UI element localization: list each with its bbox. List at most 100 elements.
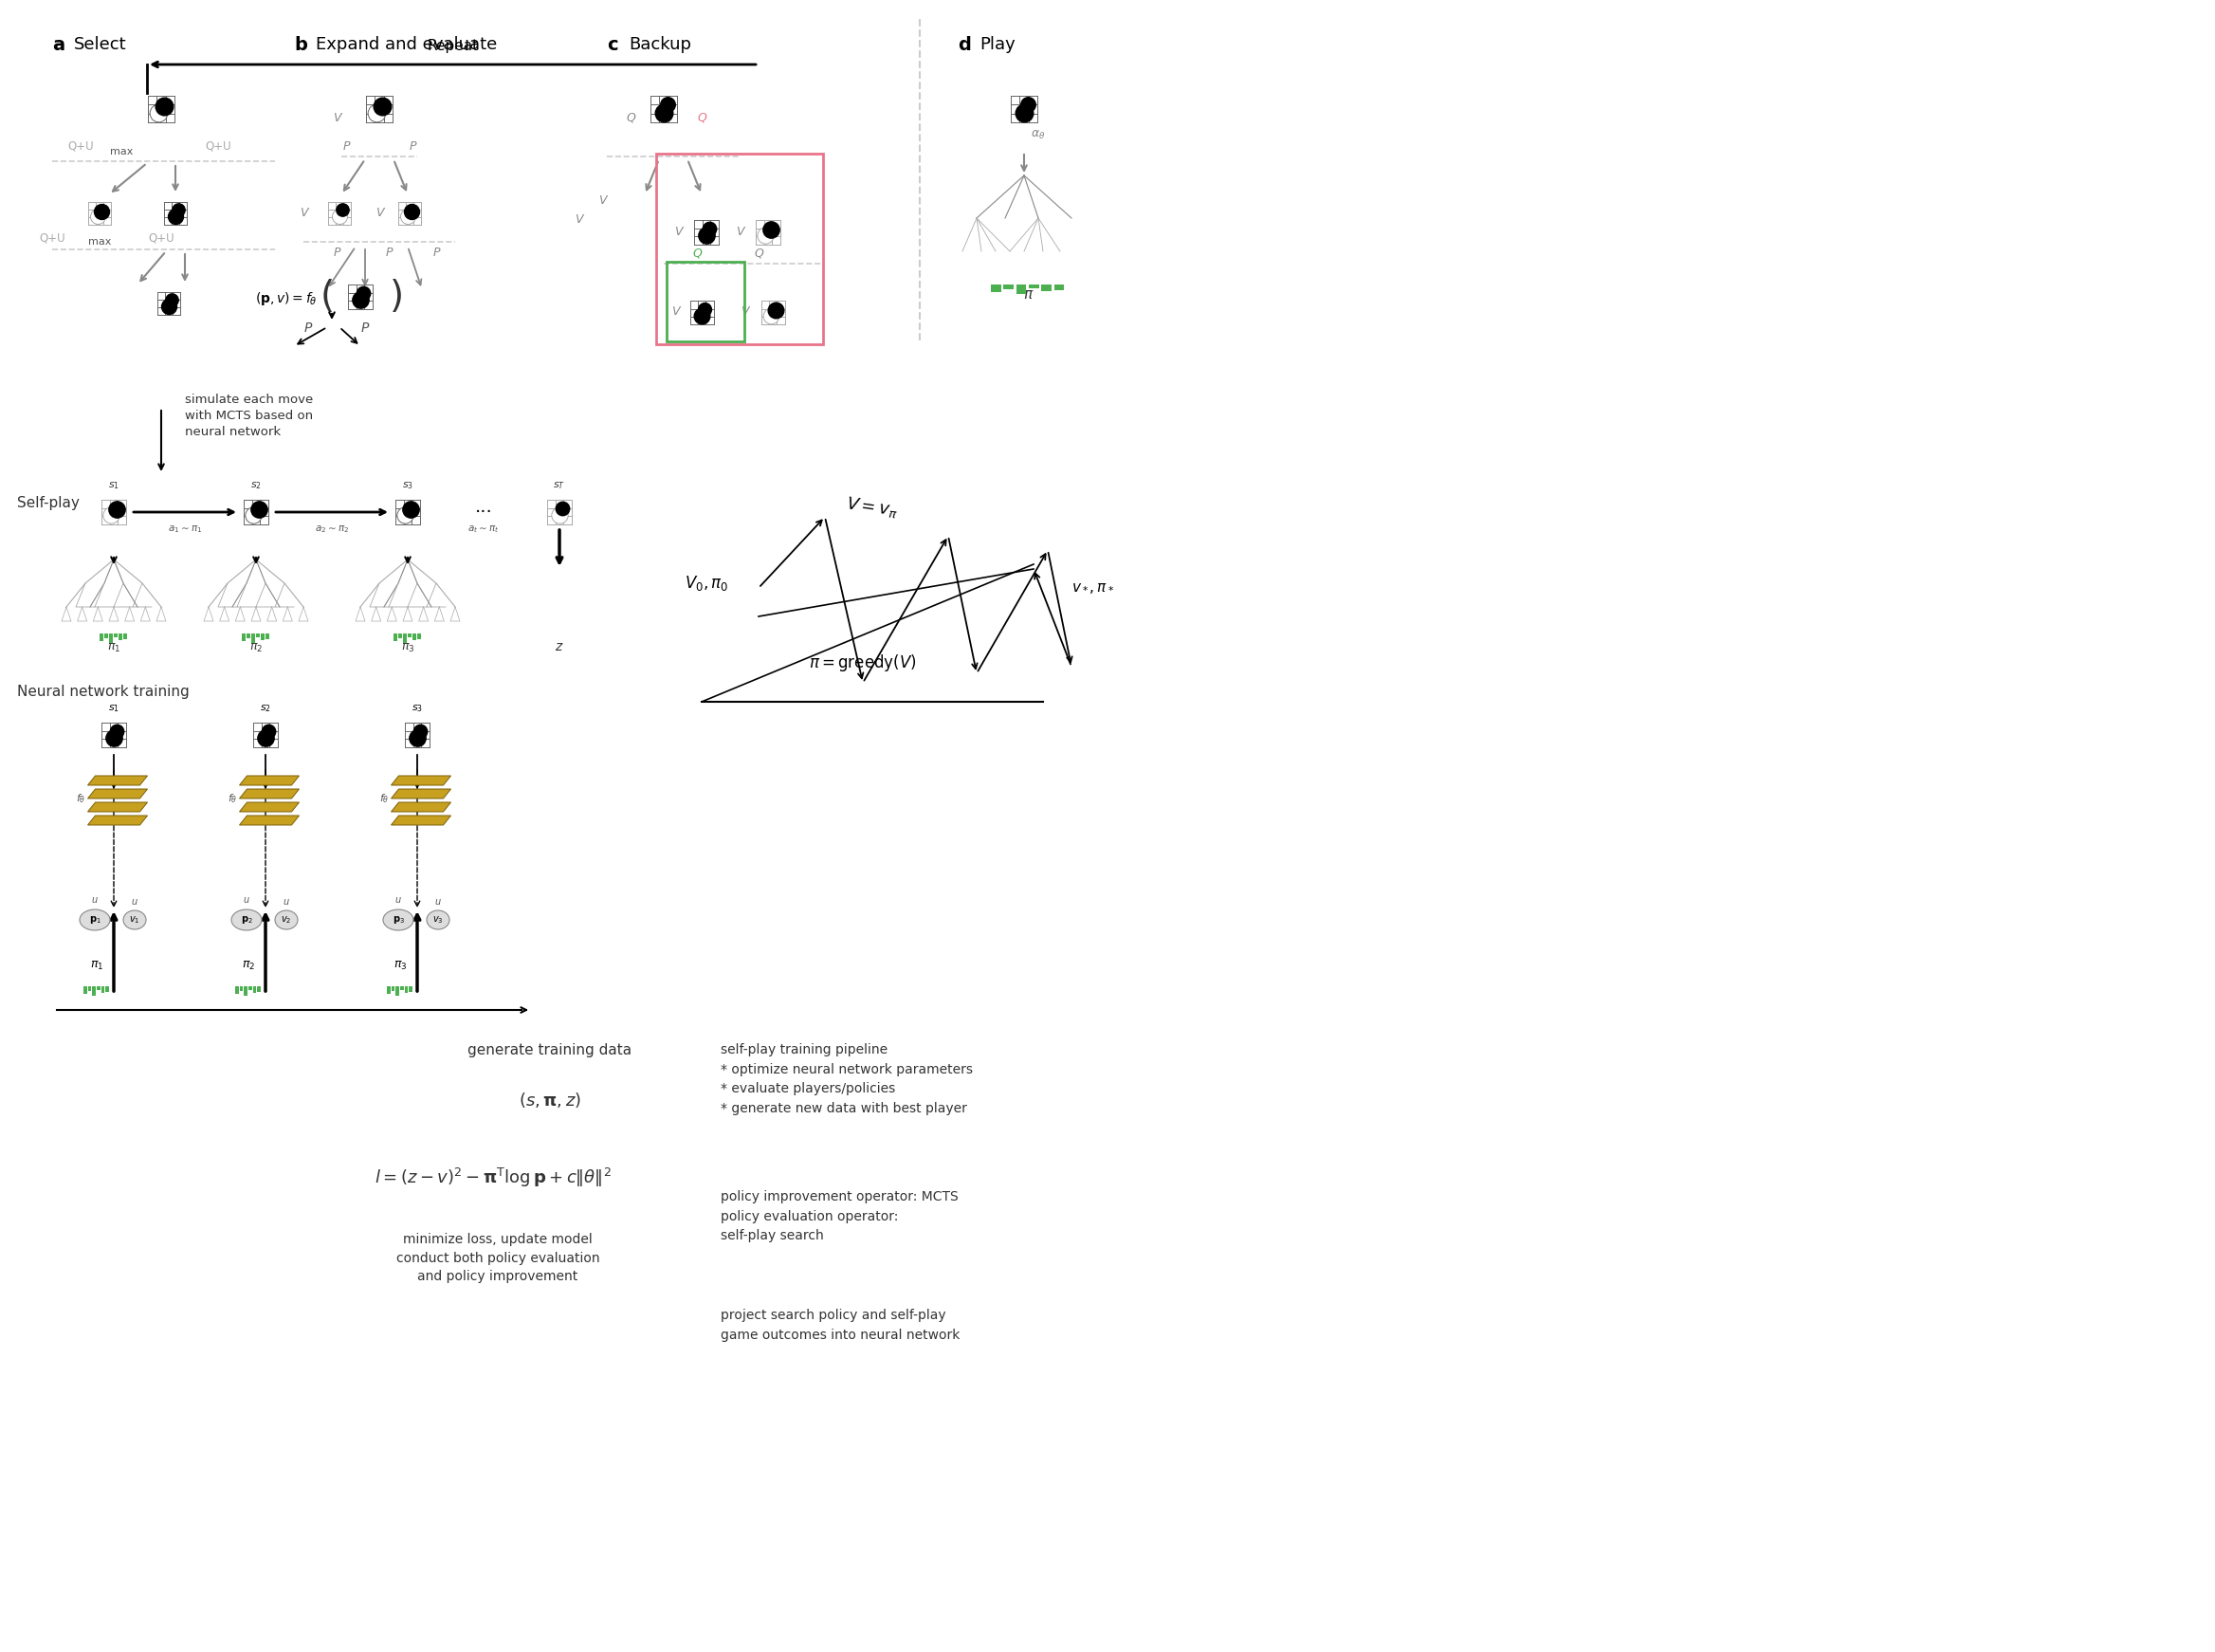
- Polygon shape: [89, 790, 148, 798]
- Text: max: max: [89, 238, 111, 246]
- Bar: [104, 633, 109, 638]
- Text: (: (: [319, 279, 334, 316]
- Text: $\pi_3$: $\pi_3$: [401, 643, 414, 654]
- Bar: [410, 986, 412, 991]
- Text: $(s, \mathbf{\pi}, z)$: $(s, \mathbf{\pi}, z)$: [518, 1090, 580, 1110]
- Text: V: V: [740, 306, 749, 317]
- Polygon shape: [239, 790, 299, 798]
- Text: Backup: Backup: [629, 36, 691, 53]
- Text: $u$: $u$: [434, 897, 441, 907]
- Polygon shape: [89, 803, 148, 811]
- Bar: [97, 986, 100, 990]
- Polygon shape: [89, 816, 148, 824]
- Text: $\pi_3$: $\pi_3$: [394, 960, 408, 971]
- Text: Q+U: Q+U: [148, 233, 175, 244]
- Text: Q: Q: [627, 112, 636, 124]
- Bar: [405, 986, 408, 993]
- Text: minimize loss, update model
conduct both policy evaluation
and policy improvemen: minimize loss, update model conduct both…: [396, 1232, 600, 1284]
- Text: $(\mathbf{p},v)=f_\theta$: $(\mathbf{p},v)=f_\theta$: [255, 291, 317, 307]
- Bar: [396, 986, 399, 996]
- Text: $v_3$: $v_3$: [432, 914, 443, 925]
- Bar: [261, 633, 264, 639]
- Text: $z$: $z$: [556, 639, 565, 654]
- Text: V: V: [673, 226, 682, 238]
- Text: b: b: [295, 36, 308, 55]
- Text: project search policy and self-play
game outcomes into neural network: project search policy and self-play game…: [720, 1308, 959, 1341]
- Text: P: P: [410, 140, 416, 152]
- Text: ): ): [390, 279, 403, 316]
- Ellipse shape: [80, 910, 111, 930]
- Text: $f_\theta$: $f_\theta$: [75, 791, 86, 805]
- Text: $V_0,\pi_0$: $V_0,\pi_0$: [684, 573, 729, 593]
- Ellipse shape: [124, 910, 146, 930]
- Bar: [388, 986, 390, 995]
- Text: $s_1$: $s_1$: [109, 702, 120, 714]
- Text: $\mathbf{p}_2$: $\mathbf{p}_2$: [241, 914, 253, 925]
- Text: Select: Select: [73, 36, 126, 53]
- Text: max: max: [111, 147, 133, 157]
- Bar: [241, 633, 246, 641]
- Ellipse shape: [230, 910, 261, 930]
- Text: $u$: $u$: [284, 897, 290, 907]
- Text: Q+U: Q+U: [206, 140, 230, 152]
- Text: P: P: [343, 140, 350, 152]
- Text: self-play training pipeline
* optimize neural network parameters
* evaluate play: self-play training pipeline * optimize n…: [720, 1042, 972, 1115]
- Text: $v_1$: $v_1$: [128, 914, 140, 925]
- Text: $s_3$: $s_3$: [401, 481, 414, 491]
- Ellipse shape: [427, 910, 450, 930]
- Text: $V=v_\pi$: $V=v_\pi$: [846, 494, 899, 520]
- Text: Neural network training: Neural network training: [18, 686, 190, 699]
- Text: $s_2$: $s_2$: [250, 481, 261, 491]
- Bar: [93, 986, 95, 996]
- Text: c: c: [607, 36, 618, 55]
- Bar: [408, 633, 412, 638]
- Text: Play: Play: [979, 36, 1014, 53]
- Text: $\pi_2$: $\pi_2$: [241, 960, 255, 971]
- Bar: [239, 986, 244, 991]
- Text: Q+U: Q+U: [40, 233, 64, 244]
- Text: $\pi_1$: $\pi_1$: [91, 960, 104, 971]
- Polygon shape: [239, 803, 299, 811]
- Text: $s_1$: $s_1$: [109, 481, 120, 491]
- Text: policy improvement operator: MCTS
policy evaluation operator:
self-play search: policy improvement operator: MCTS policy…: [720, 1189, 959, 1242]
- Bar: [106, 986, 109, 991]
- Ellipse shape: [383, 910, 414, 930]
- Bar: [246, 633, 250, 638]
- Bar: [392, 986, 394, 991]
- Bar: [257, 633, 259, 638]
- Text: $P$: $P$: [303, 322, 312, 335]
- Text: generate training data: generate training data: [467, 1042, 631, 1057]
- Text: a: a: [53, 36, 64, 55]
- Text: $f_\theta$: $f_\theta$: [228, 791, 237, 805]
- Bar: [266, 633, 270, 639]
- Polygon shape: [239, 816, 299, 824]
- Text: $\pi=\mathrm{greedy}(V)$: $\pi=\mathrm{greedy}(V)$: [808, 653, 917, 674]
- Text: $s_2$: $s_2$: [259, 702, 270, 714]
- Text: $u$: $u$: [91, 895, 97, 905]
- Bar: [109, 633, 113, 643]
- Text: $s_3$: $s_3$: [412, 702, 423, 714]
- Text: Q+U: Q+U: [66, 140, 93, 152]
- Polygon shape: [392, 776, 452, 785]
- Bar: [113, 633, 117, 638]
- Text: P: P: [332, 246, 341, 259]
- Text: V: V: [574, 213, 583, 226]
- Bar: [990, 284, 1001, 292]
- Text: Self-play: Self-play: [18, 496, 80, 510]
- Text: $u$: $u$: [131, 897, 137, 907]
- Bar: [250, 633, 255, 643]
- Polygon shape: [89, 776, 148, 785]
- Text: $v_*,\pi_*$: $v_*,\pi_*$: [1072, 582, 1114, 595]
- Polygon shape: [392, 790, 452, 798]
- Text: V: V: [374, 206, 383, 220]
- Text: Q: Q: [698, 112, 707, 124]
- Text: $\pi$: $\pi$: [1023, 287, 1034, 302]
- Text: $P$: $P$: [361, 322, 370, 335]
- Text: $a_t\sim\pi_t$: $a_t\sim\pi_t$: [467, 524, 501, 535]
- Bar: [235, 986, 239, 995]
- Bar: [102, 986, 104, 993]
- Bar: [1054, 284, 1063, 291]
- Ellipse shape: [275, 910, 297, 930]
- Text: d: d: [957, 36, 970, 55]
- Text: P: P: [432, 246, 441, 259]
